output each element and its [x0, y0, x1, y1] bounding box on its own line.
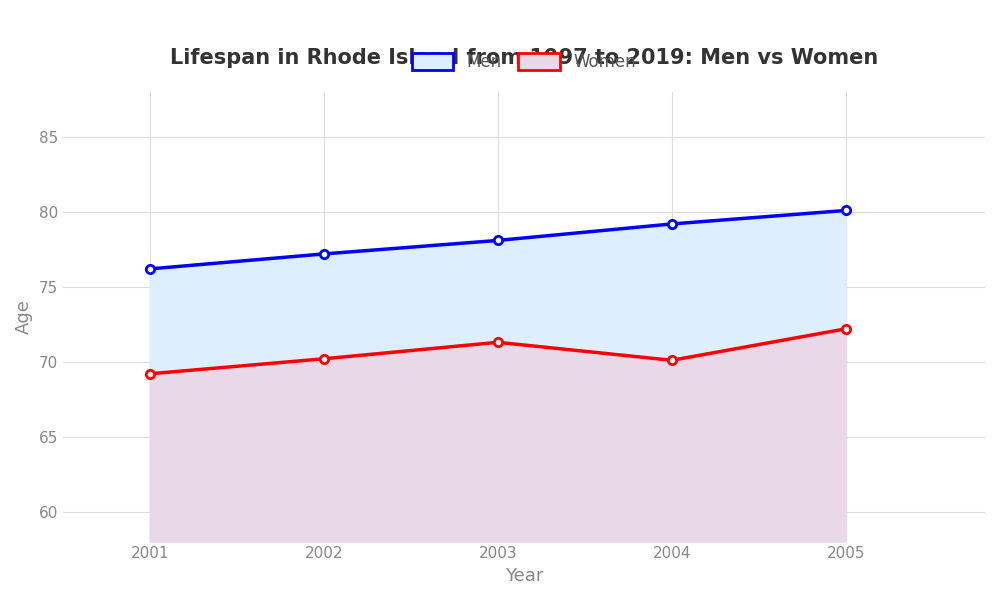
Title: Lifespan in Rhode Island from 1997 to 2019: Men vs Women: Lifespan in Rhode Island from 1997 to 20…: [170, 49, 878, 68]
X-axis label: Year: Year: [505, 567, 543, 585]
Y-axis label: Age: Age: [15, 299, 33, 334]
Legend: Men, Women: Men, Women: [405, 47, 643, 78]
